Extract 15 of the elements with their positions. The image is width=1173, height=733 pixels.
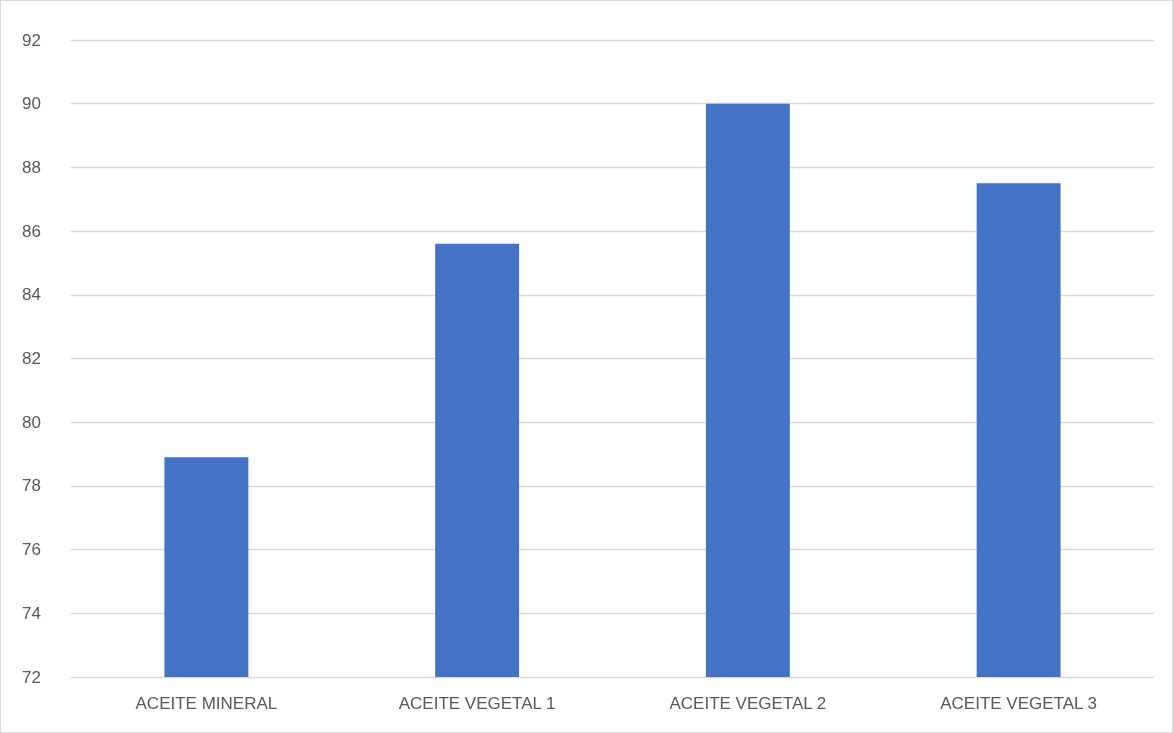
y-tick-label: 76 [22, 540, 41, 560]
x-tick-label: ACEITE MINERAL [135, 694, 278, 713]
y-tick-label: 80 [22, 412, 41, 432]
x-tick-label: ACEITE VEGETAL 3 [940, 694, 1098, 713]
x-tick-label: ACEITE VEGETAL 1 [398, 694, 556, 713]
x-tick-label: ACEITE VEGETAL 2 [669, 694, 827, 713]
y-tick-label: 84 [22, 285, 41, 305]
y-tick-label: 72 [22, 667, 41, 687]
y-tick-label: 78 [22, 476, 41, 496]
y-tick-label: 88 [22, 157, 41, 177]
y-tick-label: 86 [22, 221, 41, 241]
y-tick-label: 90 [22, 94, 41, 114]
y-tick-label: 74 [22, 603, 41, 623]
y-tick-label: 92 [22, 30, 41, 50]
y-tick-label: 82 [22, 349, 41, 368]
